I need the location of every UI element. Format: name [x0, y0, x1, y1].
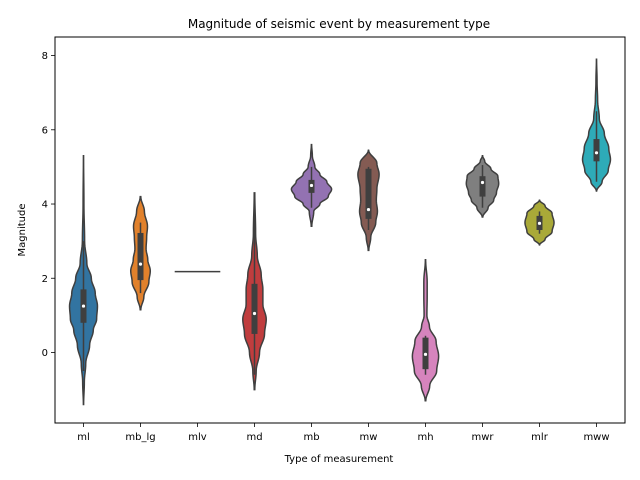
- median-point-mb: [309, 183, 314, 188]
- median-point-mwr: [480, 180, 485, 185]
- violin-mb: [290, 143, 333, 228]
- x-tick-label-mh: mh: [417, 432, 433, 443]
- x-tick-label-mww: mww: [583, 432, 609, 443]
- violin-mh: [411, 258, 440, 402]
- iqr-box-mw: [365, 168, 372, 219]
- x-tick-label-mb_lg: mb_lg: [125, 432, 155, 443]
- chart-title: Magnitude of seismic event by measuremen…: [188, 17, 490, 31]
- iqr-box-md: [251, 283, 258, 334]
- median-point-mww: [594, 151, 599, 155]
- x-tick-label-mw: mw: [360, 432, 378, 443]
- x-tick-label-ml: ml: [77, 432, 90, 443]
- iqr-box-mww: [593, 139, 600, 162]
- y-axis: 0 2 4 6 8: [42, 51, 55, 359]
- x-tick-label-mwr: mwr: [471, 432, 494, 443]
- violin-mww: [581, 58, 612, 192]
- median-point-md: [252, 311, 257, 316]
- x-axis-title: Type of measurement: [284, 454, 394, 465]
- median-point-ml: [81, 304, 86, 308]
- x-tick-label-mlr: mlr: [531, 432, 549, 443]
- iqr-box-mwr: [479, 176, 486, 197]
- x-tick-label-mlv: mlv: [188, 432, 207, 443]
- violin-md: [242, 192, 267, 391]
- violin-ml: [68, 155, 99, 406]
- violin-mb_lg: [129, 195, 152, 311]
- median-point-mw: [366, 207, 371, 212]
- violin-mwr: [465, 155, 500, 218]
- x-tick-label-md: md: [246, 432, 262, 443]
- median-point-mlr: [537, 221, 542, 225]
- median-point-mh: [423, 352, 428, 356]
- y-axis-title: Magnitude: [17, 204, 28, 257]
- x-axis: ml mb_lg mlv md mb mw mh mwr mlr mww: [77, 423, 610, 443]
- violin-body-mh: [411, 258, 440, 402]
- median-point-mb_lg: [138, 262, 143, 266]
- iqr-box-mb_lg: [137, 232, 144, 281]
- y-tick-label-4: 4: [42, 200, 48, 211]
- violin-mlr: [524, 199, 555, 246]
- plot-area: [68, 58, 612, 406]
- y-tick-label-6: 6: [42, 125, 48, 136]
- violin-mw: [357, 149, 380, 252]
- x-tick-label-mb: mb: [303, 432, 319, 443]
- y-tick-label-0: 0: [42, 348, 48, 359]
- y-tick-label-2: 2: [42, 274, 48, 285]
- plot-frame: [54, 36, 626, 424]
- y-tick-label-8: 8: [42, 51, 48, 62]
